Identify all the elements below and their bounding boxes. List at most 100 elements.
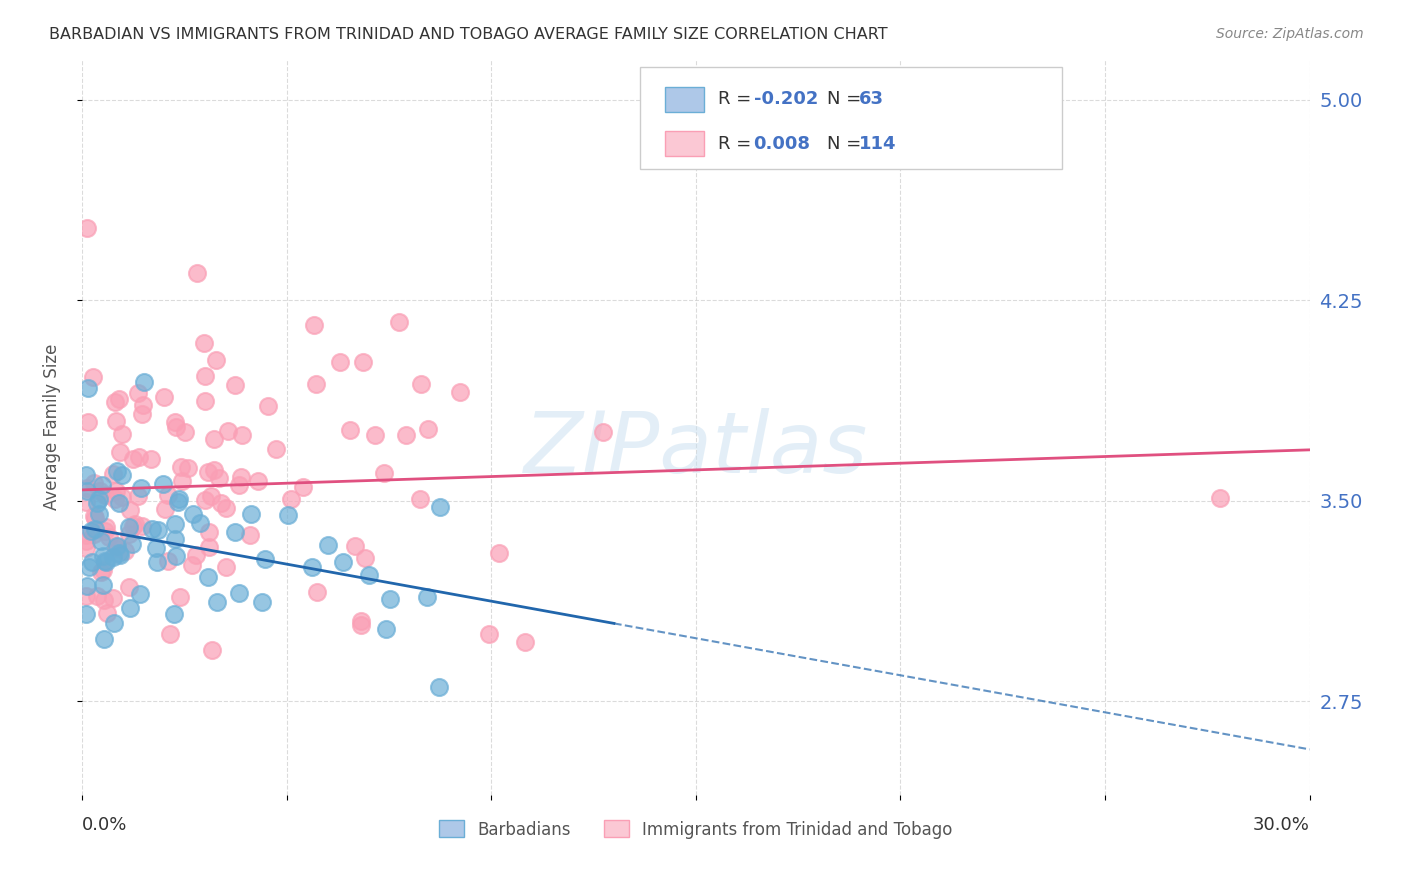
Point	[427, 680, 450, 694]
Point	[146, 524, 169, 538]
Text: ZIPatlas: ZIPatlas	[523, 408, 868, 491]
Point	[188, 516, 211, 530]
Point	[75, 533, 97, 548]
Text: -0.202: -0.202	[754, 90, 818, 108]
Point	[156, 554, 179, 568]
Point	[108, 548, 131, 562]
Point	[91, 578, 114, 592]
Point	[90, 533, 112, 548]
Text: 30.0%: 30.0%	[1253, 816, 1309, 834]
Point	[77, 559, 100, 574]
Point	[93, 632, 115, 647]
Point	[418, 422, 440, 436]
Point	[132, 398, 155, 412]
Point	[91, 549, 114, 563]
Point	[302, 318, 325, 332]
Point	[104, 541, 127, 555]
Point	[409, 492, 432, 507]
Text: 63: 63	[859, 90, 884, 108]
Point	[280, 492, 302, 507]
Point	[121, 537, 143, 551]
Point	[124, 517, 146, 532]
Point	[94, 524, 117, 538]
Point	[84, 511, 107, 525]
Point	[152, 476, 174, 491]
Point	[202, 463, 225, 477]
Point	[166, 495, 188, 509]
Point	[198, 540, 221, 554]
Point	[111, 468, 134, 483]
Point	[165, 419, 187, 434]
Point	[375, 622, 398, 636]
Point	[409, 376, 432, 391]
Point	[416, 590, 439, 604]
Point	[90, 566, 112, 580]
Point	[82, 370, 104, 384]
Point	[205, 595, 228, 609]
Point	[118, 580, 141, 594]
Point	[141, 522, 163, 536]
Text: BARBADIAN VS IMMIGRANTS FROM TRINIDAD AND TOBAGO AVERAGE FAMILY SIZE CORRELATION: BARBADIAN VS IMMIGRANTS FROM TRINIDAD AN…	[49, 27, 887, 42]
Point	[344, 540, 367, 554]
Point	[104, 539, 127, 553]
Point	[181, 507, 204, 521]
Point	[204, 353, 226, 368]
Point	[108, 546, 131, 560]
Point	[316, 538, 339, 552]
Point	[114, 543, 136, 558]
Point	[277, 508, 299, 523]
Point	[129, 481, 152, 495]
Point	[169, 591, 191, 605]
Point	[118, 526, 141, 541]
Point	[75, 607, 97, 621]
Point	[215, 501, 238, 516]
Point	[108, 445, 131, 459]
Point	[105, 484, 128, 499]
Point	[354, 551, 377, 566]
Point	[104, 394, 127, 409]
Point	[198, 524, 221, 539]
Point	[167, 491, 190, 506]
Point	[131, 407, 153, 421]
Point	[429, 500, 451, 514]
Point	[111, 490, 134, 504]
Point	[93, 554, 115, 568]
Point	[197, 465, 219, 479]
Point	[77, 415, 100, 429]
Point	[224, 525, 246, 540]
Text: 0.0%: 0.0%	[82, 816, 128, 834]
Point	[122, 452, 145, 467]
Point	[83, 476, 105, 491]
Text: Source: ZipAtlas.com: Source: ZipAtlas.com	[1216, 27, 1364, 41]
Point	[101, 550, 124, 565]
Point	[105, 464, 128, 478]
Point	[229, 469, 252, 483]
Point	[104, 491, 127, 506]
Point	[1208, 491, 1230, 505]
Text: R =: R =	[718, 135, 758, 153]
Point	[131, 518, 153, 533]
Point	[186, 267, 208, 281]
Point	[103, 467, 125, 481]
Point	[94, 488, 117, 502]
Text: N =: N =	[827, 135, 866, 153]
Point	[111, 427, 134, 442]
Point	[197, 570, 219, 584]
Point	[350, 614, 373, 628]
Y-axis label: Average Family Size: Average Family Size	[44, 344, 60, 510]
Point	[339, 423, 361, 437]
Point	[194, 369, 217, 384]
Point	[89, 483, 111, 498]
Point	[76, 481, 98, 495]
Point	[163, 415, 186, 429]
Point	[75, 467, 97, 482]
Point	[352, 355, 374, 369]
Point	[103, 615, 125, 630]
Point	[101, 591, 124, 605]
Point	[121, 518, 143, 533]
Point	[93, 564, 115, 578]
Point	[228, 586, 250, 600]
Point	[301, 559, 323, 574]
Point	[208, 471, 231, 485]
Point	[305, 377, 328, 392]
